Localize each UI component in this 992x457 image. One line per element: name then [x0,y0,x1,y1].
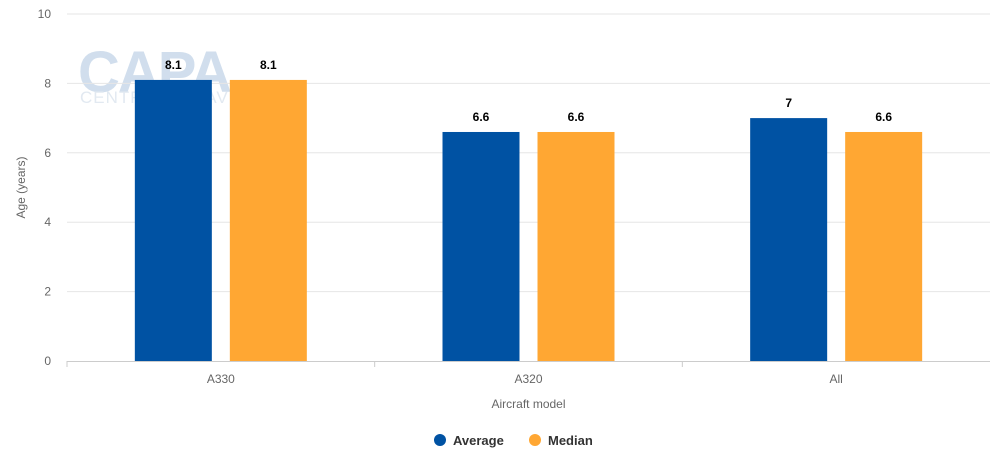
bar-median-a320 [537,131,615,361]
y-tick-label: 8 [44,76,51,90]
legend-marker-median [529,434,541,446]
x-tick-label: A330 [207,372,235,386]
x-tick-label: All [829,372,842,386]
y-tick-label: 4 [44,215,51,229]
data-label: 8.1 [165,58,182,72]
y-axis-title: Age (years) [14,156,28,218]
data-labels: 8.1 8.1 6.6 6.6 7 6.6 [165,58,892,124]
data-label: 6.6 [875,110,892,124]
legend-label-median: Median [548,433,593,448]
bar-average-all [750,118,828,361]
bar-median-a330 [229,79,307,362]
y-axis-ticks: 0 2 4 6 8 10 [38,7,52,368]
y-tick-label: 0 [44,354,51,368]
bar-average-a320 [442,131,520,361]
y-tick-label: 10 [38,7,52,21]
legend-label-average: Average [453,433,504,448]
data-label: 7 [785,96,792,110]
data-label: 6.6 [568,110,585,124]
bars [134,79,923,362]
bar-average-a330 [134,79,212,362]
data-label: 6.6 [473,110,490,124]
x-axis-title: Aircraft model [491,397,565,411]
x-axis-ticks: A330 A320 All [66,361,843,386]
legend: Average Median [434,433,593,448]
legend-marker-average [434,434,446,446]
data-label: 8.1 [260,58,277,72]
bar-median-all [845,131,923,361]
x-tick-label: A320 [514,372,542,386]
y-tick-label: 2 [44,285,51,299]
gridlines [67,13,990,293]
y-tick-label: 6 [44,146,51,160]
